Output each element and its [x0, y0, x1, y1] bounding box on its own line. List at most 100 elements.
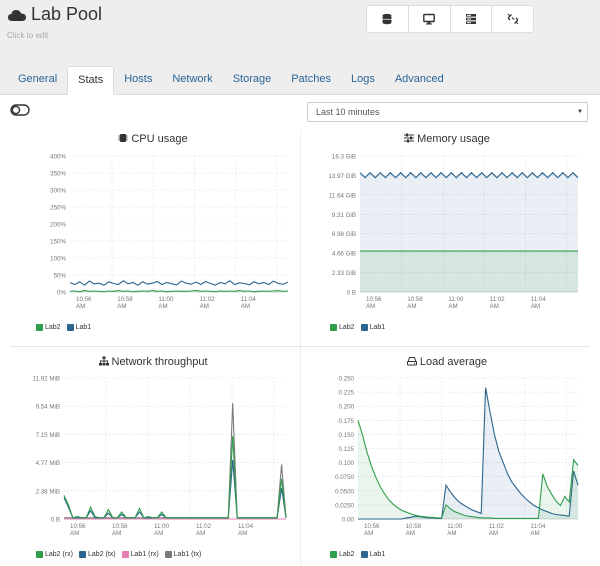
network-chart: 0 B 2.38 MiB 4.77 MiB 7.15 MiB 9.54 MiB 11.92…	[33, 376, 287, 537]
legend-item[interactable]: Lab2	[36, 324, 61, 331]
cpu-chart-panel: CPU usage 0% 50% 100% 150% 200% 250% 300% 350% 40…	[8, 133, 298, 343]
x-tick-label: AM	[364, 530, 373, 537]
series-line[interactable]	[359, 171, 579, 179]
pool-title[interactable]: Lab Pool	[31, 4, 103, 24]
series-area	[360, 251, 578, 292]
legend-label: Lab2 (rx)	[45, 551, 74, 558]
storage-button[interactable]	[367, 6, 409, 32]
x-tick-label: 11:00	[448, 296, 464, 303]
y-tick-label: 0 B	[347, 290, 356, 297]
x-tick-label: AM	[112, 530, 121, 537]
series-line[interactable]	[63, 459, 287, 519]
series-line[interactable]	[64, 403, 287, 519]
disconnect-button[interactable]	[492, 6, 533, 32]
y-tick-label: 200%	[50, 222, 66, 229]
x-tick-label: AM	[158, 303, 167, 310]
toggle-icon[interactable]	[10, 104, 30, 116]
y-tick-label: 16.3 GiB	[332, 154, 356, 161]
chart-legend: Lab2 (rx) Lab2 (tx) Lab1 (rx) Lab1 (tx)	[36, 551, 201, 558]
x-tick-label: 11:00	[154, 523, 170, 530]
x-tick-label: AM	[407, 303, 416, 310]
y-tick-label: 0.100	[339, 460, 355, 467]
x-tick-label: AM	[531, 303, 540, 310]
x-tick-label: 10:58	[406, 523, 422, 530]
x-tick-label: 11:02	[196, 523, 212, 530]
legend-item[interactable]: Lab1	[360, 551, 385, 558]
legend-item[interactable]: Lab1	[66, 324, 92, 331]
y-tick-label: 0%	[57, 290, 66, 297]
chart-title-text: Network throughput	[111, 356, 208, 368]
x-tick-label: 10:58	[112, 523, 128, 530]
y-tick-label: 11.92 MiB	[33, 376, 60, 383]
x-tick-label: 11:04	[531, 296, 547, 303]
legend-swatch	[164, 551, 172, 558]
y-tick-label: 9.31 GiB	[332, 212, 356, 219]
legend-item[interactable]: Lab1 (tx)	[164, 551, 201, 558]
time-range-select[interactable]: Last 10 minutes ▼	[307, 102, 588, 122]
legend-label: Lab2	[339, 551, 355, 558]
x-tick-label: AM	[196, 530, 205, 537]
x-tick-label: 10:58	[407, 296, 423, 303]
chart-title: Network throughput	[8, 356, 298, 368]
tab-storage[interactable]: Storage	[232, 73, 272, 85]
legend-swatch	[330, 551, 337, 558]
x-tick-label: 10:56	[76, 296, 92, 303]
series-area	[358, 420, 578, 519]
y-tick-label: 2.38 MiB	[36, 488, 60, 495]
pool-tabs: General Stats Hosts Network Storage Patc…	[8, 66, 454, 95]
vm-button[interactable]	[409, 6, 451, 32]
y-tick-label: 0.175	[339, 418, 355, 425]
disconnect-icon	[507, 13, 518, 25]
y-tick-label: 2.33 GiB	[332, 270, 356, 277]
series-area	[360, 172, 578, 292]
legend-swatch	[36, 551, 43, 558]
x-tick-label: AM	[406, 530, 415, 537]
series-line[interactable]	[69, 280, 289, 286]
edit-hint[interactable]: Click to edit	[7, 31, 49, 40]
sitemap-icon	[98, 356, 109, 366]
x-tick-label: AM	[366, 303, 375, 310]
sliders-icon	[404, 133, 415, 143]
tab-patches[interactable]: Patches	[291, 73, 331, 85]
tab-network[interactable]: Network	[172, 73, 213, 85]
legend-label: Lab2 (tx)	[88, 551, 116, 558]
panel-divider	[300, 130, 301, 566]
row-divider	[10, 346, 590, 347]
series-line[interactable]	[358, 387, 579, 520]
legend-item[interactable]: Lab2	[330, 324, 355, 331]
tab-advanced[interactable]: Advanced	[394, 73, 444, 85]
hosts-button[interactable]	[451, 6, 493, 32]
x-tick-label: AM	[489, 530, 498, 537]
x-tick-label: AM	[154, 530, 163, 537]
legend-item[interactable]: Lab2	[330, 551, 355, 558]
legend-item[interactable]: Lab1 (rx)	[121, 551, 159, 558]
x-tick-label: 11:04	[238, 523, 254, 530]
load-chart-panel: Load average 0.00 0.0250 0.0500 0.0750 0.100 0…	[302, 356, 592, 566]
legend-item[interactable]: Lab1	[360, 324, 386, 331]
legend-label: Lab1	[369, 324, 386, 331]
x-tick-label: AM	[70, 530, 79, 537]
pool-action-toolbar	[366, 5, 534, 33]
y-tick-label: 300%	[50, 188, 66, 195]
x-tick-label: AM	[448, 303, 457, 310]
x-tick-label: AM	[447, 530, 456, 537]
tab-hosts[interactable]: Hosts	[124, 73, 153, 85]
legend-label: Lab1 (rx)	[130, 551, 159, 558]
tab-general[interactable]: General	[18, 73, 58, 85]
legend-swatch	[66, 324, 74, 331]
legend-swatch	[360, 324, 368, 331]
database-icon	[382, 13, 392, 25]
load-chart: 0.00 0.0250 0.0500 0.0750 0.100 0.125 0.150 0.1…	[335, 376, 579, 537]
y-tick-label: 150%	[50, 239, 66, 246]
legend-item[interactable]: Lab2 (tx)	[79, 551, 116, 558]
x-tick-label: AM	[76, 303, 85, 310]
series-line[interactable]	[63, 436, 287, 519]
tab-stats[interactable]: Stats	[67, 66, 115, 95]
x-tick-label: 11:00	[447, 523, 463, 530]
legend-item[interactable]: Lab2 (rx)	[36, 551, 73, 558]
tab-logs[interactable]: Logs	[350, 73, 375, 85]
series-line[interactable]	[357, 420, 579, 519]
memory-chart-panel: Memory usage 0 B 2.33 GiB 4.66 GiB 6.98 GiB 9…	[302, 133, 592, 343]
legend-label: Lab1	[75, 324, 92, 331]
series-line[interactable]	[69, 290, 289, 293]
